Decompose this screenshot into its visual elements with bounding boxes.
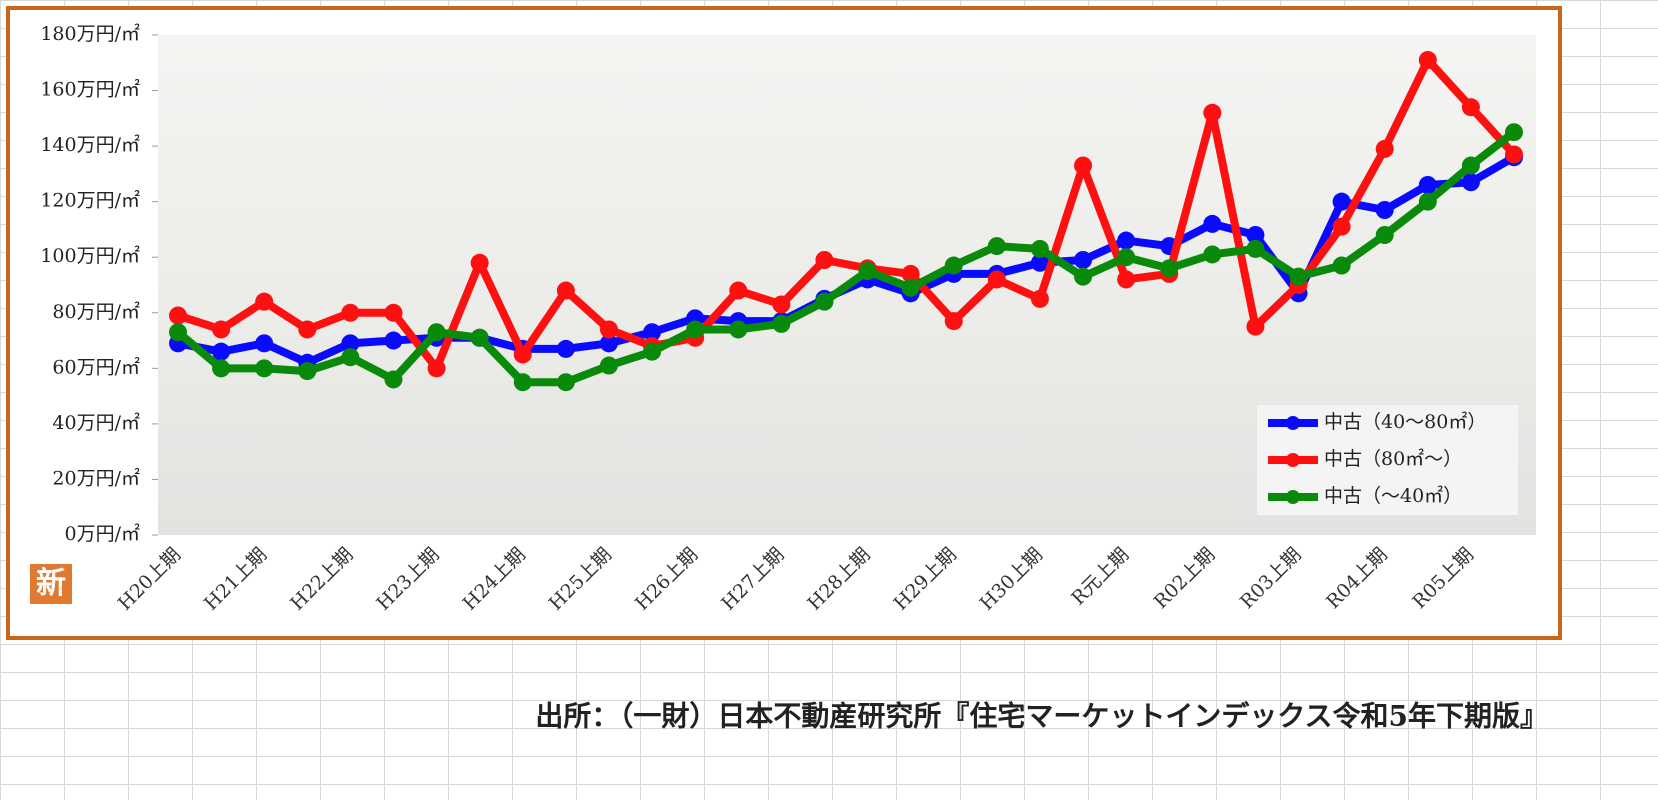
data-point (1074, 156, 1093, 175)
y-tick-label: 40万円/㎡ (52, 411, 140, 434)
y-tick-label: 100万円/㎡ (40, 244, 140, 267)
data-point (729, 281, 748, 300)
legend-marker (1286, 416, 1300, 430)
data-point (298, 362, 317, 381)
data-point (1203, 245, 1222, 264)
data-point (1375, 201, 1394, 219)
legend-label: 中古（40～80㎡） (1324, 410, 1486, 433)
data-point (513, 345, 532, 364)
data-point (772, 314, 791, 333)
data-point (643, 342, 662, 361)
data-point (1461, 156, 1480, 175)
data-point (1117, 231, 1136, 250)
y-tick-label: 180万円/㎡ (40, 22, 140, 45)
y-tick-label: 0万円/㎡ (65, 522, 141, 545)
legend-marker (1286, 453, 1300, 467)
data-point (212, 359, 231, 378)
y-tick-label: 140万円/㎡ (40, 133, 140, 156)
data-point (599, 356, 618, 375)
data-point (1418, 51, 1437, 69)
data-point (815, 251, 834, 269)
data-point (1418, 176, 1437, 194)
data-point (599, 334, 618, 353)
legend-marker (1286, 490, 1300, 504)
data-point (686, 320, 705, 339)
data-point (384, 303, 403, 322)
data-point (341, 334, 360, 353)
data-point (1505, 123, 1523, 142)
data-point (255, 292, 274, 311)
data-point (1332, 192, 1351, 211)
data-point (1332, 256, 1351, 275)
data-point (815, 292, 834, 311)
data-point (556, 339, 575, 358)
data-point (169, 323, 187, 342)
y-tick-label: 60万円/㎡ (52, 355, 140, 378)
data-point (987, 237, 1006, 256)
data-point (858, 262, 877, 281)
data-point (1289, 267, 1308, 286)
y-tick-label: 20万円/㎡ (52, 466, 140, 489)
data-point (1074, 251, 1093, 269)
data-point (513, 373, 532, 392)
data-point (212, 342, 231, 361)
data-point (470, 253, 489, 272)
data-point (944, 256, 963, 275)
data-point (1030, 289, 1049, 308)
data-point (1246, 317, 1265, 336)
data-point (599, 320, 618, 339)
data-point (729, 320, 748, 339)
data-point (384, 370, 403, 389)
data-point (169, 306, 187, 325)
data-point (298, 320, 317, 339)
y-tick-label: 160万円/㎡ (40, 78, 140, 101)
data-point (643, 323, 662, 342)
data-point (427, 359, 446, 378)
data-point (1203, 214, 1222, 233)
badge: 新 (36, 566, 66, 601)
data-point (901, 278, 920, 297)
data-point (1375, 139, 1394, 158)
data-point (1418, 192, 1437, 211)
data-point (1246, 239, 1265, 258)
data-point (255, 359, 274, 378)
data-point (1030, 239, 1049, 258)
data-point (1117, 270, 1136, 289)
data-point (1203, 103, 1222, 122)
source-note: 出所：（一財）日本不動産研究所『住宅マーケットインデックス令和5年下期版』 (535, 700, 1548, 733)
legend-label: 中古（～40㎡） (1324, 484, 1462, 507)
data-point (1117, 248, 1136, 267)
series-line (176, 56, 1517, 373)
data-point (1375, 226, 1394, 244)
data-point (1461, 173, 1480, 192)
data-point (1505, 145, 1523, 164)
data-point (341, 303, 360, 322)
legend-label: 中古（80㎡～） (1324, 447, 1462, 470)
data-point (556, 373, 575, 392)
data-point (556, 281, 575, 300)
data-point (470, 328, 489, 347)
data-point (901, 264, 920, 283)
data-point (1160, 259, 1179, 278)
data-point (427, 323, 446, 342)
data-point (987, 270, 1006, 289)
data-point (944, 312, 963, 331)
data-point (384, 331, 403, 350)
data-point (1332, 217, 1351, 236)
data-point (1246, 226, 1265, 244)
data-point (1074, 267, 1093, 286)
badge-box (30, 564, 72, 604)
data-point (1461, 98, 1480, 117)
data-point (1030, 253, 1049, 272)
data-point (772, 295, 791, 314)
data-point (212, 320, 231, 339)
y-tick-label: 80万円/㎡ (52, 300, 140, 323)
data-point (341, 348, 360, 367)
y-tick-label: 120万円/㎡ (40, 189, 140, 212)
data-point (255, 334, 274, 353)
